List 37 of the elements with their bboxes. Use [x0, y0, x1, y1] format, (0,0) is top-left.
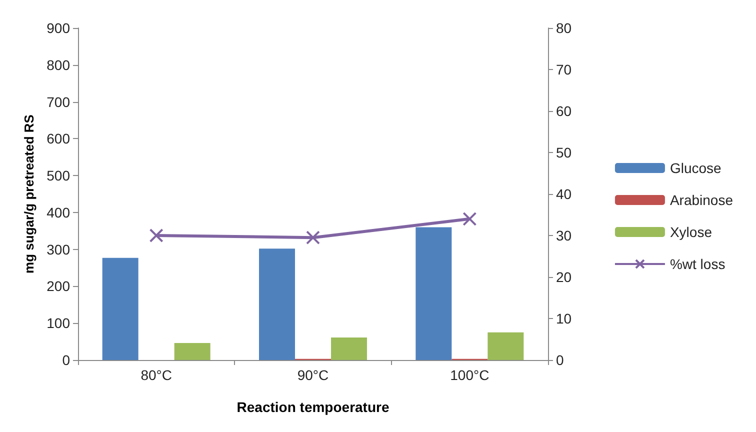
- y-tick-label: 600: [46, 130, 70, 147]
- y2-tick-label: 80: [556, 20, 572, 36]
- y2-tick-label: 0: [556, 352, 564, 368]
- y2-tick-label: 70: [556, 62, 572, 78]
- x-tick-label: 90°C: [297, 367, 329, 383]
- y2-tick-label: 20: [556, 269, 572, 285]
- point: [149, 228, 164, 242]
- y-tick-label: 0: [62, 352, 70, 368]
- y2-tick-label: 30: [556, 228, 572, 244]
- bar: [488, 332, 524, 360]
- y-tick-label: 800: [46, 56, 70, 73]
- y2-tick-label: 10: [556, 310, 572, 326]
- point: [306, 230, 320, 245]
- y2-tick-label: 40: [556, 186, 572, 202]
- bar: [102, 258, 138, 360]
- x-axis-title: Reaction tempoerature: [236, 399, 390, 415]
- bar: [259, 248, 295, 360]
- x-tick-label: 80°C: [140, 367, 172, 383]
- y-tick-label: 300: [46, 241, 70, 258]
- legend-label: %wt loss: [670, 256, 726, 272]
- point: [462, 212, 477, 226]
- y-tick-label: 500: [46, 168, 70, 184]
- legend-label: Glucose: [670, 160, 722, 176]
- bar: [416, 227, 452, 360]
- y-tick-label: 100: [46, 315, 70, 332]
- x-tick-label: 100°C: [450, 367, 490, 383]
- bar: [174, 343, 210, 360]
- y2-tick-label: 60: [556, 103, 572, 119]
- legend-label: Arabinose: [670, 192, 734, 208]
- y-tick-label: 200: [46, 278, 70, 294]
- y-tick-label: 700: [46, 94, 70, 110]
- y2-tick-label: 50: [556, 144, 572, 160]
- bar: [331, 338, 367, 360]
- legend-label: Xylose: [670, 224, 712, 240]
- y-tick-label: 400: [46, 204, 70, 220]
- y-axis-title: mg sugar/g pretreated RS: [22, 114, 37, 274]
- y-tick-label: 900: [46, 20, 70, 36]
